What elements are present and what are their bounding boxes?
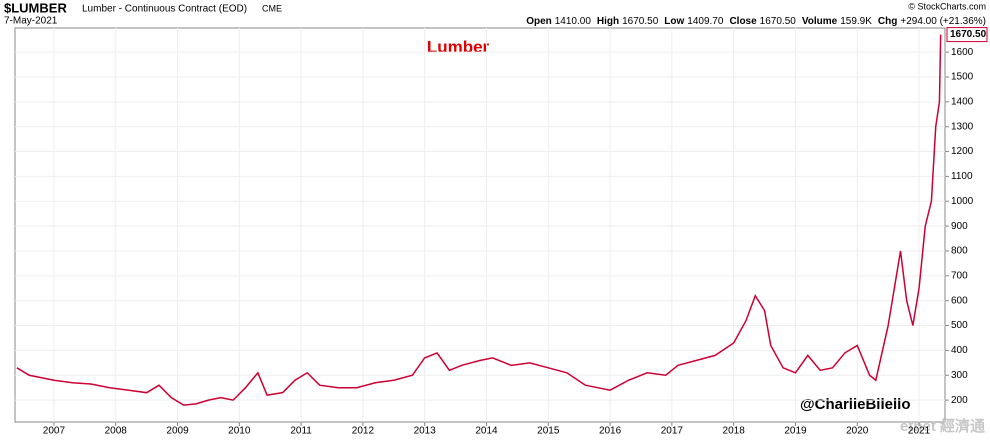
plot-frame	[14, 27, 946, 423]
y-tick-label: 300	[951, 370, 968, 381]
y-tick-label: 1400	[951, 96, 974, 107]
quote-label: High	[597, 16, 619, 27]
quote-label: Open	[526, 16, 552, 27]
x-tick-label: 2010	[228, 426, 251, 437]
chart-title: Lumber	[427, 37, 490, 56]
symbol: $LUMBER	[4, 0, 67, 15]
y-tick-label: 1200	[951, 146, 974, 157]
x-tick-label: 2020	[846, 426, 869, 437]
y-tick-label: 600	[951, 295, 968, 306]
x-tick-label: 2011	[290, 426, 312, 437]
quote: Open 1410.00 High 1670.50 Low 1409.70 Close 167…	[526, 16, 986, 27]
y-tick-label: 700	[951, 270, 968, 281]
quote-label: Low	[664, 16, 684, 27]
quote-label: Volume	[802, 16, 838, 27]
y-tick-label: 1100	[951, 171, 973, 182]
y-tick-label: 1000	[951, 196, 974, 207]
x-tick-label: 2018	[723, 426, 746, 437]
quote-value: 1409.70	[687, 16, 724, 27]
y-tick-label: 500	[951, 320, 968, 331]
y-tick-label: 1600	[951, 47, 974, 58]
last-value-box	[946, 27, 988, 43]
x-tick-label: 2008	[105, 426, 128, 437]
x-tick-label: 2017	[661, 426, 684, 437]
date: 7-May-2021	[4, 16, 58, 27]
source: © StockCharts.com	[908, 1, 986, 11]
x-tick-label: 2009	[166, 426, 189, 437]
price-line	[16, 34, 942, 406]
x-tick-label: 2007	[43, 426, 66, 437]
x-tick-label: 2012	[352, 426, 375, 437]
x-tick-label: 2015	[537, 426, 560, 437]
annotation: @CharlieBilello	[800, 396, 911, 413]
watermark: etnet 經濟通	[900, 417, 985, 435]
x-tick-label: 2019	[784, 426, 807, 437]
x-tick-label: 2014	[475, 426, 498, 437]
quote-value: 1670.50	[622, 16, 659, 27]
y-tick-label: 900	[951, 221, 968, 232]
x-tick-label: 2016	[599, 426, 622, 437]
quote-value: +294.00 (+21.36%)	[900, 16, 986, 27]
quote-label: Close	[729, 16, 757, 27]
y-tick-label: 200	[951, 395, 968, 406]
last-value-label: 1670.50	[950, 29, 987, 40]
y-tick-label: 400	[951, 345, 968, 356]
y-tick-label: 1500	[951, 72, 974, 83]
quote-value: 1410.00	[555, 16, 592, 27]
quote-value: 1670.50	[760, 16, 797, 27]
x-tick-label: 2013	[414, 426, 437, 437]
description: Lumber - Continuous Contract (EOD)	[82, 4, 247, 15]
quote-value: 159.9K	[840, 16, 872, 27]
y-tick-label: 1300	[951, 121, 974, 132]
y-tick-label: 800	[951, 246, 968, 257]
exchange: CME	[262, 3, 282, 13]
quote-label: Chg	[878, 16, 897, 27]
x-tick-label: 2021	[908, 426, 931, 437]
